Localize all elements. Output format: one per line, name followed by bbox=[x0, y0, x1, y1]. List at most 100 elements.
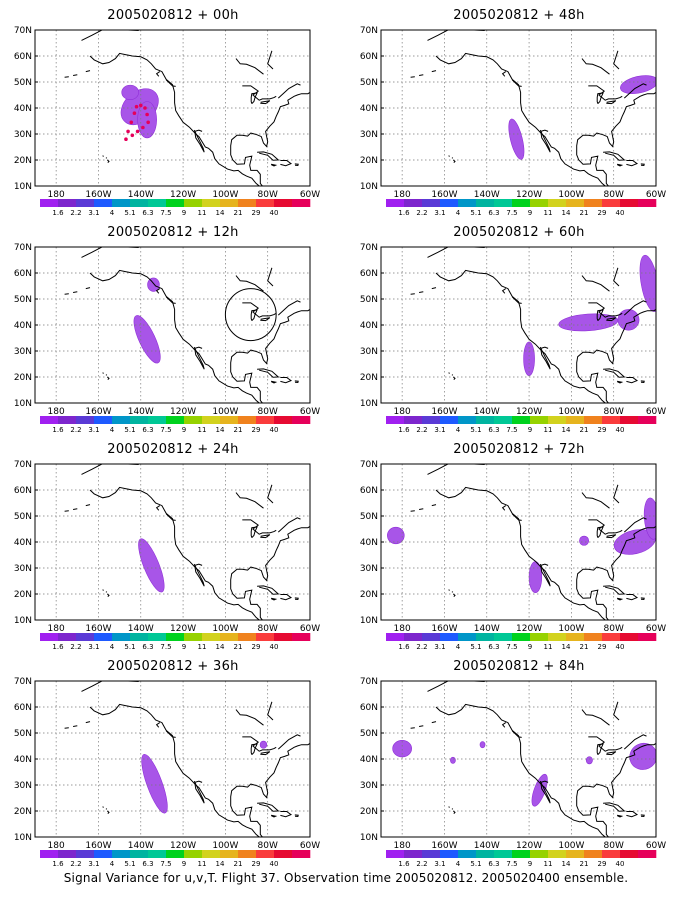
coastline bbox=[448, 589, 450, 591]
colorbar-label: 14 bbox=[562, 860, 571, 868]
colorbar-swatch bbox=[238, 850, 257, 858]
lon-tick-label: 80W bbox=[604, 624, 624, 634]
variance-region bbox=[138, 538, 165, 593]
colorbar: 1.6 2.2 3.1 4 5.1 6.3 7.5 9 11 14 21 29 40 bbox=[386, 850, 657, 868]
coastline bbox=[501, 288, 507, 294]
flight-track-point bbox=[143, 106, 147, 110]
coastline bbox=[606, 100, 617, 105]
coastline bbox=[89, 703, 310, 837]
coastline bbox=[640, 597, 645, 601]
coastline bbox=[511, 730, 522, 738]
colorbar-swatch bbox=[512, 633, 531, 641]
panel-00h: 2005020812 + 00h 10N 20N 30N 40N 50N 60N 70N 18… bbox=[0, 0, 346, 217]
coastline bbox=[155, 288, 161, 294]
colorbar-label: 21 bbox=[234, 209, 243, 217]
panel-title: 2005020812 + 84h bbox=[453, 659, 585, 674]
lat-tick-label: 30N bbox=[360, 781, 378, 791]
coastline bbox=[81, 681, 139, 692]
colorbar-swatch bbox=[94, 633, 113, 641]
colorbar-label: 3.1 bbox=[88, 860, 99, 868]
coastline bbox=[280, 594, 293, 601]
flight-track-point bbox=[138, 103, 143, 108]
lat-tick-label: 30N bbox=[360, 564, 378, 574]
colorbar-label: 5.1 bbox=[124, 643, 135, 651]
lat-tick-label: 30N bbox=[14, 781, 32, 791]
colorbar-label: 6.3 bbox=[142, 860, 153, 868]
colorbar-swatch bbox=[638, 199, 657, 207]
colorbar-label: 7.5 bbox=[506, 643, 517, 651]
coastline bbox=[193, 346, 205, 370]
colorbar-label: 29 bbox=[252, 426, 261, 434]
lat-tick-label: 70N bbox=[360, 243, 378, 253]
colorbar-swatch bbox=[422, 850, 441, 858]
colorbar-swatch bbox=[166, 633, 185, 641]
coastline bbox=[165, 296, 176, 304]
colorbar: 1.6 2.2 3.1 4 5.1 6.3 7.5 9 11 14 21 29 40 bbox=[386, 416, 657, 434]
colorbar-label: 21 bbox=[234, 426, 243, 434]
coastline bbox=[640, 163, 645, 167]
lon-tick-label: 180 bbox=[394, 407, 411, 417]
colorbar-swatch bbox=[148, 850, 167, 858]
map-48h: 10N 20N 30N 40N 50N 60N 70N 180 160W 140W 120W 100W… bbox=[360, 26, 666, 217]
colorbar: 1.6 2.2 3.1 4 5.1 6.3 7.5 9 11 14 21 29 40 bbox=[386, 633, 657, 651]
colorbar-swatch bbox=[40, 416, 59, 424]
colorbar-swatch bbox=[58, 850, 77, 858]
colorbar-swatch bbox=[112, 199, 131, 207]
coastline bbox=[73, 291, 78, 293]
coastline bbox=[511, 79, 522, 87]
colorbar-label: 11 bbox=[198, 860, 207, 868]
colorbar-label: 29 bbox=[252, 643, 261, 651]
lat-tick-label: 70N bbox=[14, 26, 32, 36]
variance-region bbox=[450, 756, 456, 764]
coastline bbox=[270, 380, 278, 384]
lat-tick-label: 70N bbox=[360, 460, 378, 470]
colorbar-label: 9 bbox=[182, 643, 186, 651]
coastline bbox=[431, 504, 437, 507]
colorbar-swatch bbox=[386, 199, 405, 207]
coastline bbox=[250, 92, 258, 104]
colorbar-label: 1.6 bbox=[52, 643, 64, 651]
colorbar-swatch bbox=[440, 850, 459, 858]
coastline bbox=[435, 486, 656, 620]
lat-tick-label: 60N bbox=[14, 52, 32, 62]
colorbar-label: 2.2 bbox=[416, 643, 427, 651]
coastline bbox=[623, 517, 647, 533]
colorbar-swatch bbox=[476, 850, 495, 858]
colorbar-label: 1.6 bbox=[52, 209, 64, 217]
lat-tick-label: 20N bbox=[360, 373, 378, 383]
flight-track-point bbox=[130, 133, 135, 138]
colorbar-label: 4 bbox=[110, 643, 115, 651]
colorbar-swatch bbox=[530, 416, 549, 424]
coastline bbox=[613, 50, 620, 70]
coastline bbox=[277, 83, 301, 99]
lon-tick-label: 80W bbox=[258, 841, 278, 851]
coastline bbox=[106, 593, 110, 597]
coastline bbox=[106, 810, 110, 814]
lat-tick-label: 70N bbox=[360, 677, 378, 687]
colorbar-label: 40 bbox=[616, 209, 625, 217]
colorbar-swatch bbox=[238, 416, 257, 424]
lon-tick-label: 140W bbox=[128, 624, 154, 634]
coastline bbox=[452, 376, 456, 380]
colorbar-swatch bbox=[476, 416, 495, 424]
colorbar-swatch bbox=[94, 416, 113, 424]
colorbar-swatch bbox=[40, 633, 59, 641]
colorbar-swatch bbox=[76, 850, 95, 858]
coastline bbox=[73, 508, 78, 510]
coastline bbox=[155, 505, 161, 511]
colorbar-swatch bbox=[184, 416, 203, 424]
lat-tick-label: 60N bbox=[14, 269, 32, 279]
coastline bbox=[257, 151, 280, 161]
colorbar-label: 7.5 bbox=[160, 209, 171, 217]
colorbar-label: 5.1 bbox=[124, 860, 135, 868]
lon-tick-label: 160W bbox=[85, 841, 111, 851]
lon-tick-label: 180 bbox=[394, 624, 411, 634]
lon-tick-label: 120W bbox=[170, 407, 196, 417]
lat-tick-label: 50N bbox=[14, 729, 32, 739]
colorbar-swatch bbox=[422, 199, 441, 207]
colorbar-label: 7.5 bbox=[506, 426, 517, 434]
colorbar-label: 6.3 bbox=[142, 209, 153, 217]
colorbar-swatch bbox=[386, 850, 405, 858]
coastline bbox=[155, 71, 161, 77]
coastline bbox=[419, 725, 424, 727]
